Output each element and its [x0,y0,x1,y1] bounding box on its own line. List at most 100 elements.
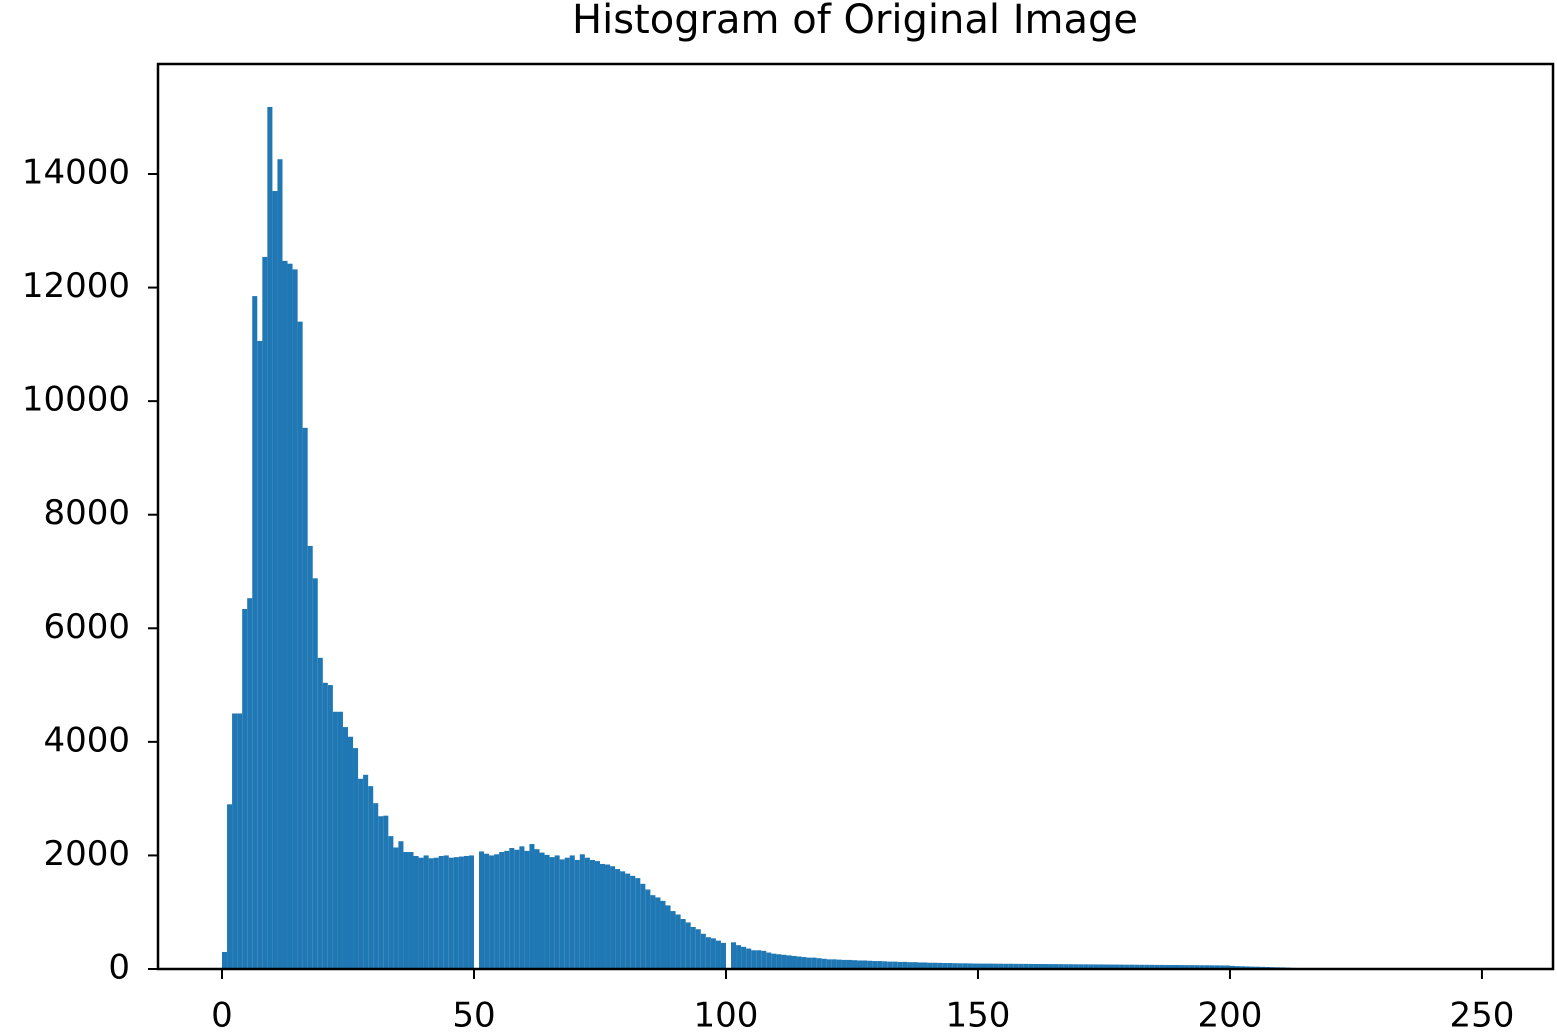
bar [423,855,429,969]
bar [731,942,737,969]
bar [1199,965,1205,969]
bar [1169,965,1175,969]
bar [1139,964,1145,969]
bar [660,900,666,969]
bar [1008,963,1014,969]
bar [902,961,908,969]
bar [1189,965,1195,969]
bar [993,963,999,969]
bar [519,846,525,969]
bar [746,948,752,969]
bar [1240,966,1246,969]
bar [297,321,303,969]
bar [514,849,520,969]
bar [257,340,263,969]
bar [1078,964,1084,969]
bar [373,803,379,969]
bar [342,727,348,969]
bar [756,950,762,969]
bar [967,963,973,969]
bar [912,962,918,969]
bar [393,847,399,969]
bar [292,269,298,970]
bar [1159,964,1165,969]
bar [448,857,454,969]
bar [227,804,233,969]
bar [1058,964,1064,969]
x-tick-label: 50 [452,996,495,1034]
bar [353,748,359,969]
bar [872,961,878,969]
bar [453,857,459,969]
bar [1048,964,1054,969]
bar [222,951,228,969]
y-tick-label: 10000 [22,380,130,420]
bar [1214,965,1220,969]
bar [741,946,747,969]
bar [368,786,374,969]
bar [907,962,913,969]
bar [413,855,419,969]
bar [252,296,258,969]
bar [957,963,963,969]
bar [479,851,485,969]
bar [862,960,868,969]
bar [383,815,389,969]
bar [262,256,268,970]
bar [776,954,782,969]
bar [645,889,651,969]
bar [579,854,585,969]
bar [1174,965,1180,969]
bar [408,852,414,969]
bar [917,962,923,969]
bar [277,159,283,969]
bar [1129,964,1135,969]
x-tick-label: 250 [1449,996,1514,1034]
bar [640,883,646,969]
x-tick-label: 100 [694,996,759,1034]
bar [695,929,701,969]
bar [605,864,611,969]
bar [317,657,323,969]
bar [1124,964,1130,969]
bar [332,711,338,969]
bar [927,962,933,969]
bar [680,919,686,969]
bar [816,958,822,969]
bar [594,861,600,969]
bar [972,963,978,969]
bar [433,857,439,969]
bar [534,849,540,969]
bar [1088,964,1094,969]
bar [1114,964,1120,969]
y-tick-label: 4000 [43,720,130,760]
bar [700,933,706,969]
bar [302,427,308,970]
bar [1234,966,1241,969]
bar [786,955,792,969]
bar [670,911,676,969]
bar [897,961,903,969]
bar [504,850,510,969]
bar [322,682,328,969]
bar [484,853,490,969]
bar [312,578,318,969]
bar [237,713,243,969]
bar [347,736,354,969]
x-tick-label: 150 [946,996,1011,1034]
bar [307,545,313,969]
bar [468,855,474,969]
bar [388,836,394,969]
bar [1245,966,1251,969]
bar [428,858,434,969]
bar [358,778,364,969]
bar [1043,964,1049,969]
bar [1179,965,1185,969]
bar [811,957,817,969]
bar [988,963,994,969]
bar [559,859,565,969]
bar [715,940,721,969]
bar [1038,964,1044,969]
bar [337,711,343,969]
